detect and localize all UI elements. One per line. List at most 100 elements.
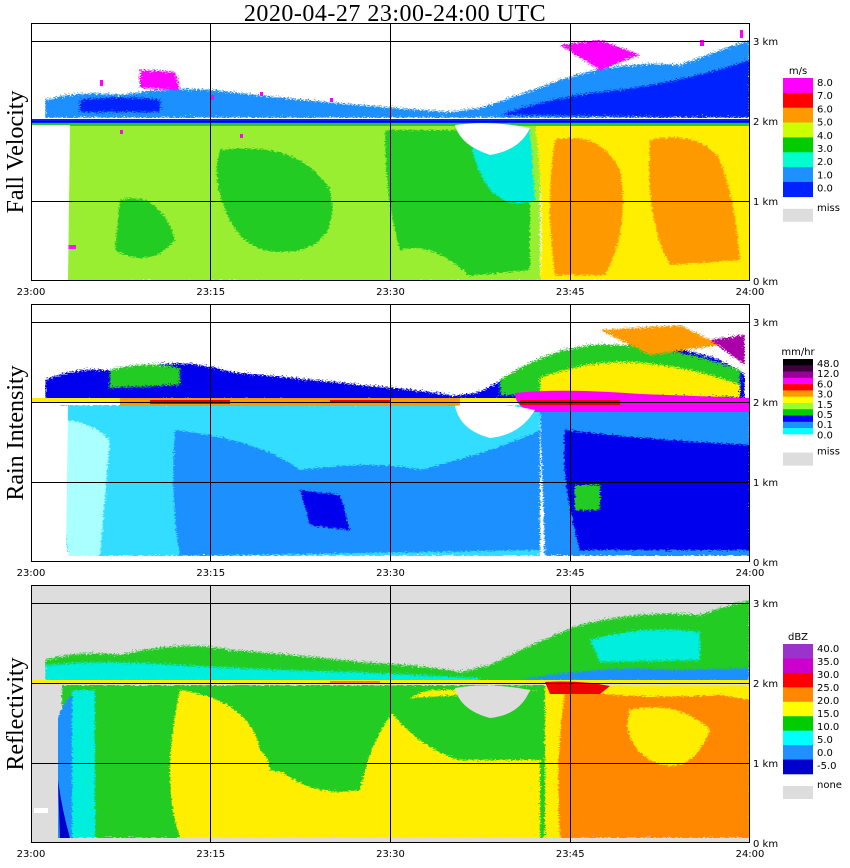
x-tick-label: 23:30 xyxy=(376,849,405,860)
panel-title: Reflectivity xyxy=(3,657,29,770)
legend-swatch xyxy=(783,396,813,404)
y-tick-label: 2 km xyxy=(753,117,778,128)
legend-missing-swatch xyxy=(783,208,813,222)
legend-label: 20.0 xyxy=(817,696,839,707)
figure-title: 2020-04-27 23:00-24:00 UTC xyxy=(243,1,547,27)
legend-label: 0.0 xyxy=(817,748,833,759)
legend-swatch xyxy=(783,434,813,441)
legend-swatch xyxy=(783,759,813,775)
frame-3 xyxy=(31,585,750,843)
legend-missing-swatch xyxy=(783,452,813,466)
legend-label: 2.0 xyxy=(817,157,833,168)
legend-label: 12.0 xyxy=(817,369,839,380)
frame-2 xyxy=(31,304,750,562)
legend-swatch xyxy=(783,730,813,746)
legend-label: 3.0 xyxy=(817,144,833,155)
legend-label: 35.0 xyxy=(817,657,839,668)
x-tick-label: 24:00 xyxy=(736,849,765,860)
legend-swatch xyxy=(783,409,813,416)
legend-label: 3.0 xyxy=(817,390,833,401)
x-tick-label: 24:00 xyxy=(736,287,765,298)
legend-swatch xyxy=(783,421,813,429)
legend-unit: dBZ xyxy=(788,632,808,643)
panel-reflectivity xyxy=(31,585,750,843)
x-tick-label: 23:15 xyxy=(196,287,225,298)
legend-label: 15.0 xyxy=(817,709,839,720)
y-tick-label: 0 km xyxy=(753,277,778,288)
legend-swatch xyxy=(783,359,813,366)
legend-unit: m/s xyxy=(789,66,807,77)
legend-swatch xyxy=(783,371,813,379)
x-tick-label: 24:00 xyxy=(736,568,765,579)
legend-swatch xyxy=(783,658,813,674)
legend-swatch xyxy=(783,701,813,717)
legend-label: 8.0 xyxy=(817,78,833,89)
y-tick-label: 1 km xyxy=(753,197,778,208)
x-tick-label: 23:00 xyxy=(17,287,46,298)
legend-label: 1.0 xyxy=(817,170,833,181)
heatmap-rain-intensity xyxy=(31,325,750,556)
y-tick-label: 1 km xyxy=(753,478,778,489)
legend-label: 5.0 xyxy=(817,118,833,129)
legend-swatch xyxy=(783,428,813,435)
y-tick-label: 0 km xyxy=(753,839,778,850)
y-tick-label: 3 km xyxy=(753,37,778,48)
x-tick-label: 23:30 xyxy=(376,568,405,579)
legend-label: 40.0 xyxy=(817,644,839,655)
legend-label: 6.0 xyxy=(817,379,833,390)
y-tick-label: 2 km xyxy=(753,398,778,409)
gridlines-2 xyxy=(31,304,750,562)
legend-swatch xyxy=(783,644,813,659)
legend-swatch xyxy=(783,137,813,153)
legend-label: 10.0 xyxy=(817,722,839,733)
legend-swatch xyxy=(783,78,813,94)
legend-swatch xyxy=(783,672,813,688)
legend-label: 7.0 xyxy=(817,91,833,102)
legend-label: 4.0 xyxy=(817,131,833,142)
legend-missing-label: miss xyxy=(817,447,840,458)
heatmap-reflectivity xyxy=(31,600,750,838)
gridlines-1 xyxy=(31,23,750,281)
legend-swatch xyxy=(783,716,813,731)
legend-swatch xyxy=(783,181,813,198)
x-tick-label: 23:45 xyxy=(556,287,585,298)
legend-swatch xyxy=(783,402,813,410)
legend-swatch xyxy=(783,745,813,760)
legend-swatch xyxy=(783,122,813,138)
panel-title: Rain Intensity xyxy=(3,365,29,500)
legend-swatch xyxy=(783,390,813,397)
x-tick-label: 23:15 xyxy=(196,849,225,860)
legend-missing-label: none xyxy=(817,780,842,791)
legend-swatch xyxy=(783,167,813,183)
legend-label: 6.0 xyxy=(817,104,833,115)
legends: 8.07.06.05.04.03.02.01.00.0miss48.012.06… xyxy=(783,78,842,799)
x-tick-label: 23:00 xyxy=(17,568,46,579)
legend-label: 0.5 xyxy=(817,410,833,421)
x-tick-label: 23:45 xyxy=(556,568,585,579)
x-tick-label: 23:15 xyxy=(196,568,225,579)
y-tick-label: 0 km xyxy=(753,558,778,569)
x-tick-label: 23:00 xyxy=(17,849,46,860)
panel-fall-velocity xyxy=(31,23,750,281)
x-tick-label: 23:30 xyxy=(376,287,405,298)
legend-label: 0.0 xyxy=(817,430,833,441)
legend-swatch xyxy=(783,152,813,168)
legend-swatch xyxy=(783,107,813,123)
legend-label: 0.0 xyxy=(817,184,833,195)
y-tick-label: 2 km xyxy=(753,679,778,690)
legend-label: 0.1 xyxy=(817,420,833,431)
legend-swatch xyxy=(783,365,813,372)
legend-label: 1.5 xyxy=(817,400,833,411)
legend-swatch xyxy=(783,384,813,391)
x-tick-label: 23:45 xyxy=(556,849,585,860)
legend-label: 30.0 xyxy=(817,670,839,681)
legend-swatch xyxy=(783,687,813,703)
panel-title: Fall Velocity xyxy=(3,91,29,214)
legend-label: 5.0 xyxy=(817,735,833,746)
y-tick-label: 1 km xyxy=(753,759,778,770)
legend-label: -5.0 xyxy=(817,761,837,772)
panel-rain-intensity xyxy=(31,304,750,562)
legend-missing-swatch xyxy=(783,786,813,799)
